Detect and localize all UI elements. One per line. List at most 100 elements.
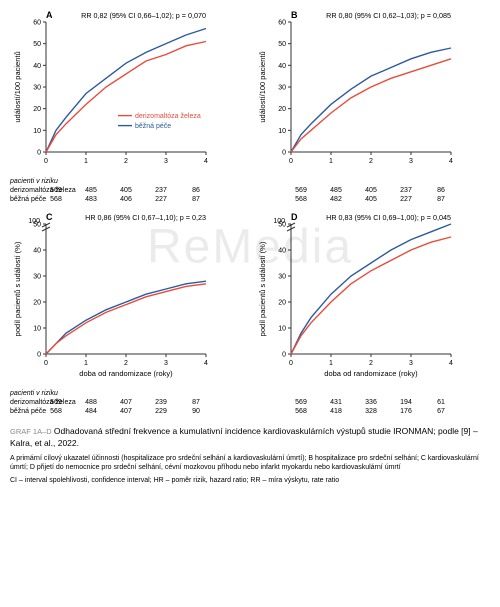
ytick-label: 30: [33, 274, 41, 281]
risk-value: 568: [41, 195, 71, 204]
y-axis-label: událostí/100 pacientů: [258, 51, 267, 122]
ytick-label: 60: [278, 20, 286, 27]
xtick-label: 2: [369, 158, 373, 165]
risk-value: 482: [321, 195, 351, 204]
panel-C: 1000102030405001234podíl pacientů s udál…: [10, 210, 245, 382]
series-red: [291, 59, 451, 152]
risk-value: 569: [286, 398, 316, 407]
risk-value: 568: [286, 407, 316, 416]
risk-block-AB: pacienti v rizikuderizomaltóza železa569…: [10, 178, 245, 204]
stat-text: HR 0,83 (95% CI 0,69–1,00); p = 0,045: [326, 213, 451, 222]
chart-A: 010203040506001234událostí/100 pacientůA…: [10, 8, 212, 170]
ytick-label: 50: [278, 222, 286, 229]
risk-row: běžná péče56848440722990: [10, 407, 245, 416]
risk-row: 569 431 336 194 61: [255, 398, 490, 407]
ytick-label: 30: [278, 85, 286, 92]
risk-value: 488: [76, 398, 106, 407]
caption-code: GRAF 1A–D: [10, 427, 52, 436]
panel-label: A: [46, 10, 53, 20]
chart-B: 010203040506001234událostí/100 pacientůB…: [255, 8, 457, 170]
risk-row: derizomaltóza železa56948840723987: [10, 398, 245, 407]
risk-block-AB-right: 5694854052378656848240522787: [255, 178, 490, 204]
risk-block-CD: pacienti v rizikuderizomaltóza železa569…: [10, 390, 245, 416]
risk-title: pacienti v riziku: [10, 390, 245, 397]
risk-value: 485: [76, 186, 106, 195]
ytick-label: 40: [278, 248, 286, 255]
chart-C: 1000102030405001234podíl pacientů s udál…: [10, 210, 212, 382]
xtick-label: 4: [204, 158, 208, 165]
risk-block-CD-right: 569 431 336 194 61 568 418 328 176 67: [255, 390, 490, 416]
ytick-label: 0: [282, 352, 286, 359]
risk-row: 568 418 328 176 67: [255, 407, 490, 416]
xtick-label: 4: [449, 360, 453, 367]
xtick-label: 1: [84, 360, 88, 367]
ytick-label: 30: [278, 274, 286, 281]
risk-value: 569: [41, 186, 71, 195]
risk-value: 484: [76, 407, 106, 416]
risk-row: derizomaltóza železa56948540523786: [10, 186, 245, 195]
ytick-label: 20: [278, 106, 286, 113]
ytick-label: 50: [278, 41, 286, 48]
series-blue: [291, 48, 451, 152]
ytick-label: 60: [33, 20, 41, 27]
risk-value: 431: [321, 398, 351, 407]
xtick-label: 3: [164, 360, 168, 367]
risk-value: 328: [356, 407, 386, 416]
risk-value: 229: [146, 407, 176, 416]
risk-value: 61: [426, 398, 456, 407]
risk-value: 227: [146, 195, 176, 204]
risk-value: 568: [286, 195, 316, 204]
risk-value: 87: [181, 195, 211, 204]
ytick-label: 50: [33, 41, 41, 48]
panel-D: 1000102030405001234podíl pacientů s udál…: [255, 210, 490, 382]
series-red: [46, 284, 206, 354]
risk-value: 90: [181, 407, 211, 416]
series-blue: [46, 281, 206, 354]
risk-value: 569: [41, 398, 71, 407]
risk-title: [255, 390, 490, 397]
series-red: [46, 42, 206, 153]
risk-value: 405: [356, 186, 386, 195]
risk-value: 239: [146, 398, 176, 407]
stat-text: RR 0,80 (95% CI 0,62–1,03); p = 0,085: [326, 11, 451, 20]
caption: GRAF 1A–D Odhadovaná střední frekvence a…: [10, 426, 490, 485]
legend-red: derizomaltóza železa: [135, 113, 201, 120]
x-axis-label: doba od randomizace (roky): [324, 369, 418, 378]
figure-container: 010203040506001234událostí/100 pacientůA…: [0, 0, 500, 493]
ytick-label: 10: [278, 326, 286, 333]
risk-value: 485: [321, 186, 351, 195]
caption-abbrev: CI – interval spolehlivosti, confidence …: [10, 476, 490, 485]
xtick-label: 0: [44, 360, 48, 367]
ytick-label: 10: [33, 326, 41, 333]
xtick-label: 1: [329, 158, 333, 165]
xtick-label: 2: [124, 360, 128, 367]
ytick-label: 20: [33, 300, 41, 307]
xtick-label: 4: [449, 158, 453, 165]
risk-value: 407: [111, 407, 141, 416]
ytick-label: 0: [282, 150, 286, 157]
y-axis-label: podíl pacientů s událostí (%): [13, 241, 22, 336]
risk-value: 407: [111, 398, 141, 407]
risk-value: 418: [321, 407, 351, 416]
risk-value: 67: [426, 407, 456, 416]
xtick-label: 0: [44, 158, 48, 165]
risk-value: 483: [76, 195, 106, 204]
risk-value: 176: [391, 407, 421, 416]
risk-value: 87: [181, 398, 211, 407]
y-axis-label: podíl pacientů s událostí (%): [258, 241, 267, 336]
ytick-label: 10: [33, 128, 41, 135]
y-axis-label: událostí/100 pacientů: [13, 51, 22, 122]
risk-value: 194: [391, 398, 421, 407]
caption-title: Odhadovaná střední frekvence a kumulativ…: [10, 426, 478, 448]
chart-D: 1000102030405001234podíl pacientů s udál…: [255, 210, 457, 382]
panel-label: B: [291, 10, 298, 20]
x-axis-label: doba od randomizace (roky): [79, 369, 173, 378]
panel-B: 010203040506001234událostí/100 pacientůB…: [255, 8, 490, 170]
risk-row: běžná péče56848340622787: [10, 195, 245, 204]
risk-value: 405: [356, 195, 386, 204]
risk-row: 56948540523786: [255, 186, 490, 195]
risk-value: 227: [391, 195, 421, 204]
risk-value: 336: [356, 398, 386, 407]
xtick-label: 4: [204, 360, 208, 367]
xtick-label: 3: [164, 158, 168, 165]
